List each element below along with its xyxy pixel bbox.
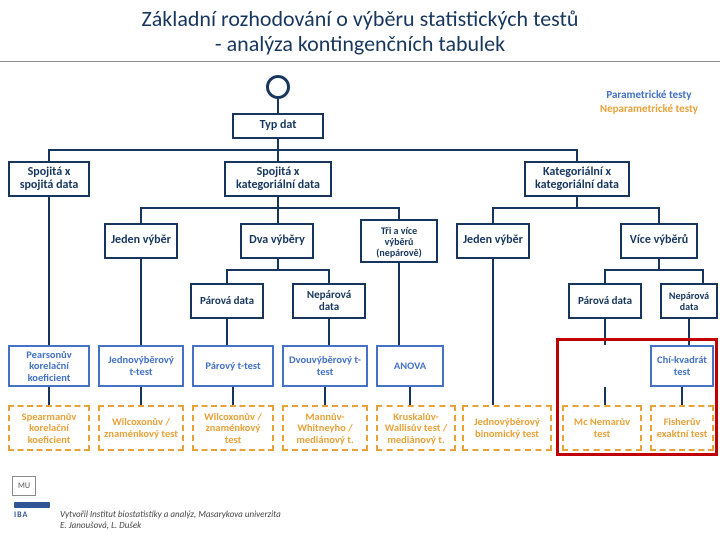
slide-title-1: Základní rozhodování o výběru statistick… [40,6,680,31]
connector [492,207,660,209]
leaf-spearman: Spearmanův korelační koeficient [8,405,90,451]
connector [226,319,228,345]
leaf-mannw: Mannův-Whitneyho / mediánový t. [282,405,368,451]
iba-logo: IBA [14,502,50,528]
node-spojita-spojita: Spojitá x spojitá data [8,161,90,197]
node-dva-vybery: Dva výběry [240,223,314,259]
legend-nonparametric: Neparametrické testy [600,102,698,116]
connector [140,207,400,209]
connector [48,387,50,405]
node-parova-l: Párová data [190,283,264,319]
iba-logo-text: IBA [14,510,50,520]
connector [48,149,50,161]
node-neparova-l: Nepárová data [292,283,366,319]
connector [277,139,279,149]
node-neparova-r: Nepárová data [660,283,718,319]
node-jeden-vyber-r: Jeden výběr [456,223,530,259]
node-jeden-vyber-l: Jeden výběr [104,223,178,259]
connector [226,269,228,283]
connector [702,269,704,283]
connector [277,149,279,161]
connector [398,263,400,345]
node-parova-r: Párová data [568,283,642,319]
leaf-anova: ANOVA [376,345,444,387]
root-circle-icon [266,75,290,99]
connector [576,149,578,161]
connector [328,269,330,283]
connector [492,207,494,223]
connector [324,387,326,405]
highlight-box [556,338,718,456]
connector [277,197,279,207]
connector [409,387,411,405]
connector [226,269,330,271]
leaf-jednovyb-bin: Jednovýběrový binomický test [462,405,552,451]
node-spojita-kateg: Spojitá x kategoriální data [224,161,332,197]
connector [604,269,606,283]
connector [658,259,660,269]
connector [48,197,50,345]
connector [576,197,578,207]
leaf-wilcox1: Wilcoxonův / znaménkový test [98,405,184,451]
leaf-parovy-t: Párový t-test [192,345,274,387]
connector [604,269,704,271]
connector [492,259,494,405]
leaf-pearson: Pearsonův korelační koeficient [8,345,90,387]
node-typ-dat: Typ dat [232,113,324,139]
leaf-wilcox2: Wilcoxonův / znaménkový test [192,405,274,451]
slide-title-2: - analýza kontingenčních tabulek [40,31,680,56]
connector [140,259,142,345]
connector [48,149,578,151]
connector [232,387,234,405]
node-kateg-kateg: Kategoriální x kategoriální data [524,161,630,197]
legend: Parametrické testy Neparametrické testy [600,88,698,116]
node-vice-vyberu: Více výběrů [620,223,698,259]
connector [140,387,142,405]
footer-line-2: E. Janoušová, L. Dušek [60,521,281,532]
connector [277,259,279,269]
footer-credits: Vytvořil Institut biostatistiky a analýz… [60,510,281,532]
connector [140,207,142,223]
connector [658,207,660,223]
connector [277,207,279,223]
leaf-jednovyb-t: Jednovýběrový t-test [98,345,184,387]
connector [328,319,330,345]
legend-parametric: Parametrické testy [600,88,698,102]
leaf-kruskal: Kruskalův-Wallisův test / mediánový t. [376,405,456,451]
mu-logo: MU [12,476,36,496]
leaf-dvouvyb-t: Dvouvýběrový t-test [282,345,368,387]
node-tri-vice: Tři a více výběrů (nepárově) [360,219,438,263]
